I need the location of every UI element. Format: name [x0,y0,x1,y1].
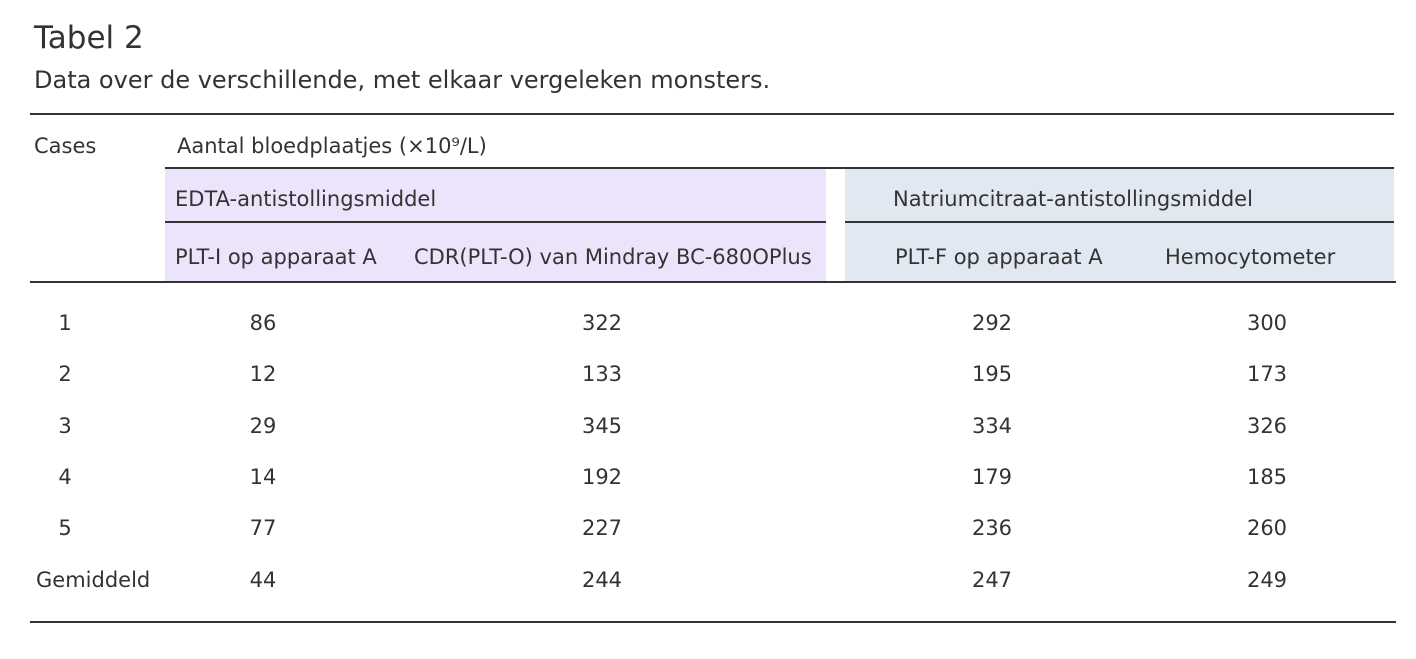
column-header: Hemocytometer [1165,245,1336,269]
cell: 12 [249,362,277,386]
rule [845,221,1394,223]
group-band [165,169,826,281]
cell: 173 [1246,362,1288,386]
group-label: EDTA-antistollingsmiddel [175,187,437,211]
cell: 44 [249,568,277,592]
row-label: 4 [58,465,72,489]
cell: 322 [581,311,623,335]
group-band [845,169,1394,281]
group-header: Aantal bloedplaatjes (×10⁹/L) [177,134,487,158]
column-header: PLT-F op apparaat A [895,245,1103,269]
cell: 326 [1246,414,1288,438]
cell: 300 [1246,311,1288,335]
row-label: 1 [58,311,72,335]
rule [30,113,1394,115]
cell: 86 [249,311,277,335]
corner-header: Cases [34,134,97,158]
rule [30,621,1396,623]
cell: 227 [581,516,623,540]
cell: 192 [581,465,623,489]
rule [30,281,1396,283]
cell: 14 [249,465,277,489]
cell: 345 [581,414,623,438]
cell: 244 [581,568,623,592]
row-label: 3 [58,414,72,438]
cell: 247 [971,568,1013,592]
column-header: CDR(PLT-O) van Mindray BC-680OPlus [414,245,812,269]
table-title: Tabel 2 [34,20,144,56]
column-header: PLT-I op apparaat A [175,245,377,269]
cell: 185 [1246,465,1288,489]
table-subtitle: Data over de verschillende, met elkaar v… [34,66,771,94]
cell: 133 [581,362,623,386]
row-label: 2 [58,362,72,386]
cell: 77 [249,516,277,540]
row-label: 5 [58,516,72,540]
cell: 292 [971,311,1013,335]
row-label: Gemiddeld [36,568,151,592]
cell: 179 [971,465,1013,489]
cell: 195 [971,362,1013,386]
cell: 249 [1246,568,1288,592]
rule [165,221,826,223]
cell: 236 [971,516,1013,540]
cell: 29 [249,414,277,438]
rule [165,167,1394,169]
group-label: Natriumcitraat-antistollingsmiddel [893,187,1253,211]
cell: 260 [1246,516,1288,540]
cell: 334 [971,414,1013,438]
